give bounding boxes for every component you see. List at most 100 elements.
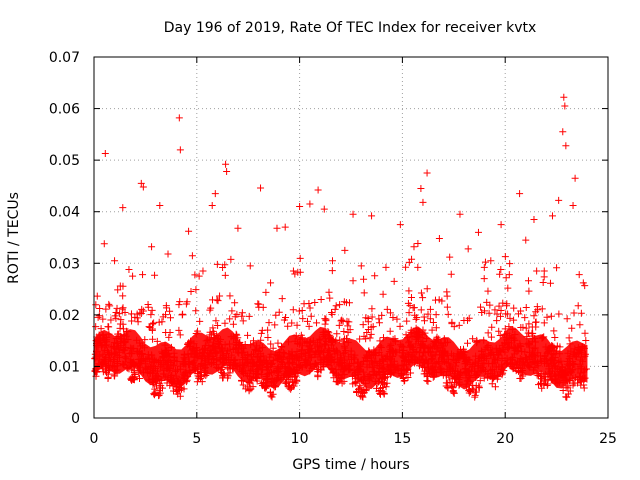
background-point xyxy=(432,311,440,319)
background-point xyxy=(522,304,530,312)
background-point xyxy=(96,304,104,312)
background-point xyxy=(449,384,457,392)
background-point xyxy=(244,331,252,339)
background-point xyxy=(331,305,339,313)
background-point xyxy=(259,303,267,311)
background-point xyxy=(278,295,286,303)
background-point xyxy=(95,312,103,320)
background-point xyxy=(378,379,386,387)
background-point xyxy=(519,323,527,331)
background-point xyxy=(420,313,428,321)
background-point xyxy=(581,329,589,337)
background-point xyxy=(423,285,431,293)
data-point xyxy=(349,210,357,218)
background-point xyxy=(382,383,390,391)
background-point xyxy=(565,334,573,342)
background-point xyxy=(311,299,319,307)
background-point xyxy=(267,340,275,348)
background-point xyxy=(116,310,124,318)
background-point xyxy=(191,271,199,279)
data-point xyxy=(390,277,398,285)
background-point xyxy=(167,314,175,322)
background-point xyxy=(266,389,274,397)
background-point xyxy=(349,277,357,285)
background-point xyxy=(129,272,137,280)
background-point xyxy=(148,306,156,314)
background-point xyxy=(525,320,533,328)
background-point xyxy=(506,314,514,322)
background-point xyxy=(107,316,115,324)
background-point xyxy=(334,378,342,386)
background-point xyxy=(393,315,401,323)
background-point xyxy=(543,381,551,389)
background-point xyxy=(423,377,431,385)
data-point xyxy=(516,190,524,198)
background-point xyxy=(238,309,246,317)
background-point xyxy=(433,333,441,341)
background-point xyxy=(514,310,522,318)
background-point xyxy=(299,315,307,323)
background-point xyxy=(502,274,510,282)
background-point xyxy=(264,326,272,334)
background-point xyxy=(424,310,432,318)
background-point xyxy=(537,380,545,388)
background-point xyxy=(499,299,507,307)
background-point xyxy=(476,377,484,385)
background-point xyxy=(321,315,329,323)
background-point xyxy=(245,312,253,320)
background-point xyxy=(149,335,157,343)
background-point xyxy=(257,329,265,337)
background-point xyxy=(272,311,280,319)
data-point xyxy=(156,202,164,210)
background-point xyxy=(128,376,136,384)
background-point xyxy=(546,279,554,287)
background-point xyxy=(119,292,127,300)
data-point xyxy=(522,236,530,244)
background-point xyxy=(106,302,114,310)
data-points xyxy=(91,93,590,401)
background-point xyxy=(128,317,136,325)
background-point xyxy=(405,258,413,266)
background-point xyxy=(480,263,488,271)
background-point xyxy=(290,382,298,390)
background-point xyxy=(501,325,509,333)
background-point xyxy=(487,333,495,341)
background-point xyxy=(226,369,234,377)
background-point xyxy=(465,389,473,397)
data-point xyxy=(213,260,221,268)
data-point xyxy=(579,279,587,287)
x-tick-labels: 0 5 10 15 20 25 xyxy=(90,431,617,447)
data-point xyxy=(582,365,590,373)
y-tick-label: 0.06 xyxy=(49,102,80,118)
background-point xyxy=(501,253,509,261)
data-point xyxy=(487,257,495,265)
background-point xyxy=(158,318,166,326)
background-point xyxy=(274,339,282,347)
background-point xyxy=(404,374,412,382)
data-point xyxy=(148,243,156,251)
x-tick-label: 5 xyxy=(192,431,201,447)
data-point xyxy=(456,210,464,218)
background-point xyxy=(378,311,386,319)
background-point xyxy=(296,254,304,262)
background-point xyxy=(485,309,493,317)
background-point xyxy=(162,328,170,336)
background-point xyxy=(114,286,122,294)
background-point xyxy=(313,319,321,327)
data-point xyxy=(559,128,567,136)
background-point xyxy=(291,270,299,278)
background-point xyxy=(414,263,422,271)
background-point xyxy=(386,327,394,335)
background-point xyxy=(371,272,379,280)
background-point xyxy=(332,302,340,310)
background-point xyxy=(212,317,220,325)
background-point xyxy=(264,334,272,342)
background-point xyxy=(163,304,171,312)
background-point xyxy=(173,386,181,394)
background-point xyxy=(104,373,112,381)
x-tick-label: 25 xyxy=(599,431,617,447)
data-point xyxy=(320,205,328,213)
background-point xyxy=(284,322,292,330)
background-point xyxy=(530,312,538,320)
